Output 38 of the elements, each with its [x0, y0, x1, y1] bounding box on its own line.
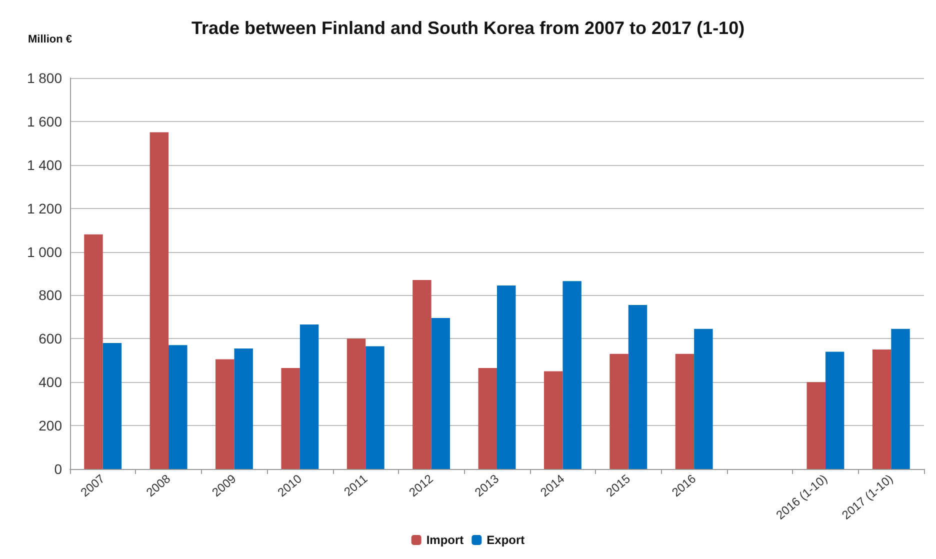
y-tick-label: 1 800: [26, 70, 62, 86]
bar: [216, 359, 234, 469]
legend-label: Export: [486, 533, 525, 547]
bar: [168, 345, 188, 469]
bar: [346, 338, 366, 469]
y-tick-label: 600: [38, 330, 62, 347]
bar: [872, 350, 892, 469]
bar: [478, 368, 497, 469]
y-tick-label: 1 400: [26, 156, 62, 173]
bar: [544, 371, 563, 469]
y-tick-label: 800: [38, 287, 62, 304]
bar: [891, 328, 910, 469]
chart-title: Trade between Finland and South Korea from 2007 to 2017 (1-10): [191, 18, 745, 38]
legend-label: Import: [426, 533, 464, 547]
y-tick-label: 0: [54, 461, 62, 477]
bar: [825, 352, 844, 469]
bar: [806, 382, 826, 469]
bar: [281, 368, 300, 469]
y-tick-label: 400: [38, 374, 62, 390]
bar: [610, 354, 628, 469]
y-axis-title: Million €: [28, 34, 72, 46]
bar: [300, 324, 319, 469]
y-tick-label: 1 600: [26, 113, 62, 130]
bar: [431, 318, 450, 469]
y-tick-label: 1 200: [26, 200, 62, 216]
bar: [84, 234, 103, 469]
bar: [675, 354, 694, 469]
y-tick-label: 200: [38, 418, 62, 434]
bar: [150, 132, 169, 469]
bar: [412, 280, 432, 469]
bar: [234, 348, 253, 469]
bar: [562, 281, 582, 469]
bar: [694, 328, 713, 469]
bar: [102, 343, 122, 469]
bar: [628, 304, 648, 469]
bar: [497, 285, 516, 469]
y-tick-label: 1 000: [26, 244, 62, 260]
bar: [366, 346, 384, 469]
